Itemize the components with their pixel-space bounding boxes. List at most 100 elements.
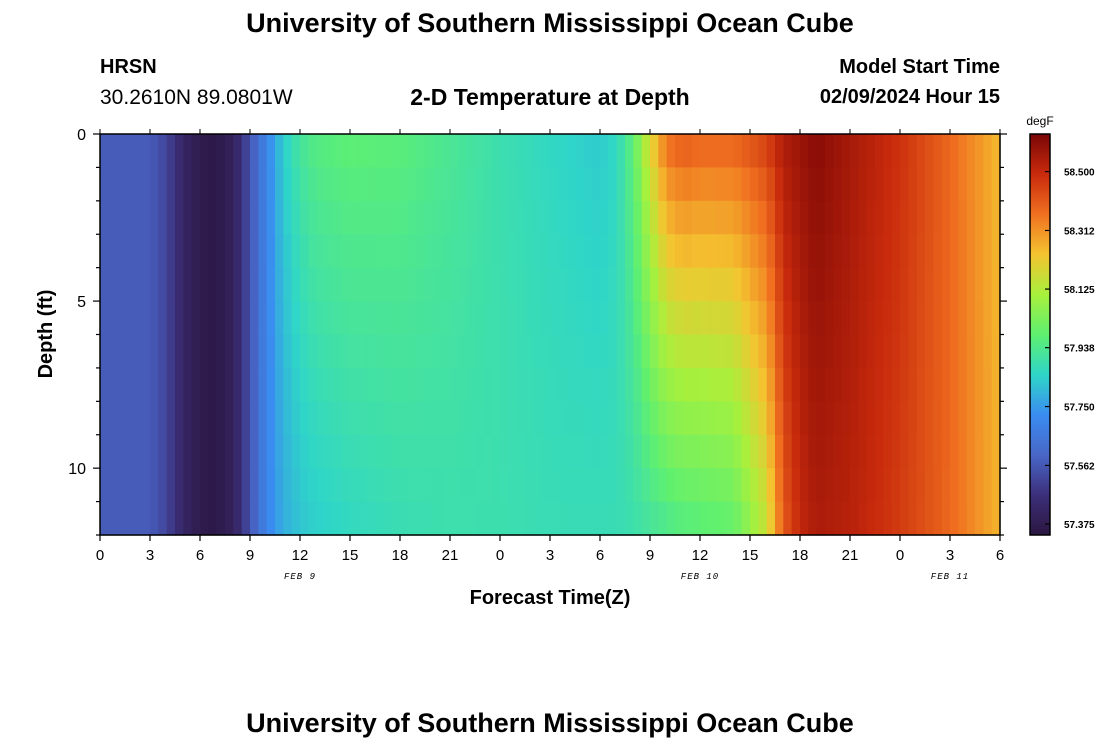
heatmap-cell: [608, 468, 618, 503]
heatmap-cell: [550, 134, 559, 169]
heatmap-cell: [591, 267, 601, 302]
heatmap-cell: [650, 501, 659, 536]
heatmap-cell: [916, 234, 926, 269]
heatmap-cell: [108, 468, 118, 503]
heatmap-cell: [108, 134, 118, 169]
heatmap-cell: [666, 501, 676, 536]
heatmap-cell: [775, 167, 784, 202]
heatmap-cell: [716, 234, 726, 269]
heatmap-cell: [433, 134, 443, 169]
heatmap-cell: [675, 200, 684, 235]
heatmap-cell: [616, 434, 626, 469]
heatmap-cell: [925, 267, 934, 302]
heatmap-cell: [416, 501, 426, 536]
heatmap-cell: [908, 234, 918, 269]
heatmap-cell: [816, 234, 826, 269]
heatmap-cell: [608, 501, 618, 536]
date-label: FEB 11: [931, 572, 969, 582]
heatmap-cell: [533, 501, 543, 536]
heatmap-cell: [500, 234, 509, 269]
heatmap-cell: [325, 334, 334, 369]
heatmap-cell: [991, 167, 1001, 202]
heatmap-cell: [150, 234, 159, 269]
heatmap-cell: [883, 234, 893, 269]
heatmap-cell: [125, 234, 134, 269]
heatmap-cell: [725, 134, 734, 169]
heatmap-cell: [666, 334, 676, 369]
heatmap-cell: [466, 301, 476, 336]
heatmap-cell: [800, 267, 809, 302]
heatmap-cell: [391, 200, 401, 235]
heatmap-cell: [250, 167, 259, 202]
heatmap-cell: [300, 200, 309, 235]
heatmap-cell: [150, 367, 159, 402]
heatmap-cell: [291, 134, 301, 169]
heatmap-cell: [766, 267, 776, 302]
heatmap-cell: [100, 234, 109, 269]
heatmap-cell: [283, 200, 293, 235]
heatmap-cell: [566, 301, 576, 336]
heatmap-cell: [941, 334, 951, 369]
heatmap-cell: [908, 401, 918, 436]
heatmap-cell: [933, 401, 943, 436]
heatmap-cell: [875, 234, 884, 269]
heatmap-cell: [458, 234, 468, 269]
heatmap-cell: [225, 334, 234, 369]
heatmap-cell: [658, 367, 668, 402]
heatmap-cell: [641, 334, 651, 369]
heatmap-cell: [475, 200, 484, 235]
heatmap-cell: [925, 134, 934, 169]
heatmap-cell: [766, 367, 776, 402]
heatmap-cell: [108, 434, 118, 469]
heatmap-cell: [383, 501, 393, 536]
date-label: FEB 10: [681, 572, 719, 582]
heatmap-cell: [316, 401, 326, 436]
heatmap-cell: [450, 434, 459, 469]
heatmap-cell: [791, 234, 801, 269]
heatmap-cell: [533, 134, 543, 169]
heatmap-cell: [733, 334, 743, 369]
heatmap-cell: [700, 434, 709, 469]
heatmap-cell: [341, 468, 351, 503]
heatmap-cell: [375, 167, 384, 202]
heatmap-cell: [591, 468, 601, 503]
y-tick-label: 10: [68, 461, 86, 478]
heatmap-cell: [133, 234, 143, 269]
heatmap-cell: [591, 401, 601, 436]
heatmap-cell: [333, 334, 343, 369]
heatmap-cell: [100, 434, 109, 469]
heatmap-cell: [425, 301, 434, 336]
heatmap-cell: [341, 167, 351, 202]
heatmap-cell: [741, 167, 751, 202]
heatmap-cell: [883, 200, 893, 235]
heatmap-cell: [500, 401, 509, 436]
heatmap-cell: [633, 267, 643, 302]
heatmap-cell: [833, 468, 843, 503]
heatmap-cell: [941, 301, 951, 336]
heatmap-cell: [675, 401, 684, 436]
heatmap-cell: [416, 134, 426, 169]
heatmap-cell: [291, 234, 301, 269]
heatmap-cell: [308, 401, 318, 436]
heatmap-cell: [166, 468, 176, 503]
heatmap-cell: [316, 200, 326, 235]
heatmap-cell: [333, 501, 343, 536]
heatmap-cell: [408, 267, 418, 302]
heatmap-cell: [691, 167, 701, 202]
heatmap-cell: [608, 401, 618, 436]
heatmap-cell: [341, 234, 351, 269]
heatmap-cell: [175, 468, 184, 503]
heatmap-cell: [541, 200, 551, 235]
heatmap-cell: [133, 434, 143, 469]
heatmap-cell: [758, 501, 768, 536]
heatmap-cell: [916, 468, 926, 503]
heatmap-cell: [300, 301, 309, 336]
heatmap-cell: [975, 167, 984, 202]
heatmap-cell: [308, 267, 318, 302]
heatmap-cell: [250, 401, 259, 436]
heatmap-cell: [291, 434, 301, 469]
heatmap-cell: [900, 434, 909, 469]
heatmap-cell: [800, 468, 809, 503]
heatmap-cell: [283, 267, 293, 302]
